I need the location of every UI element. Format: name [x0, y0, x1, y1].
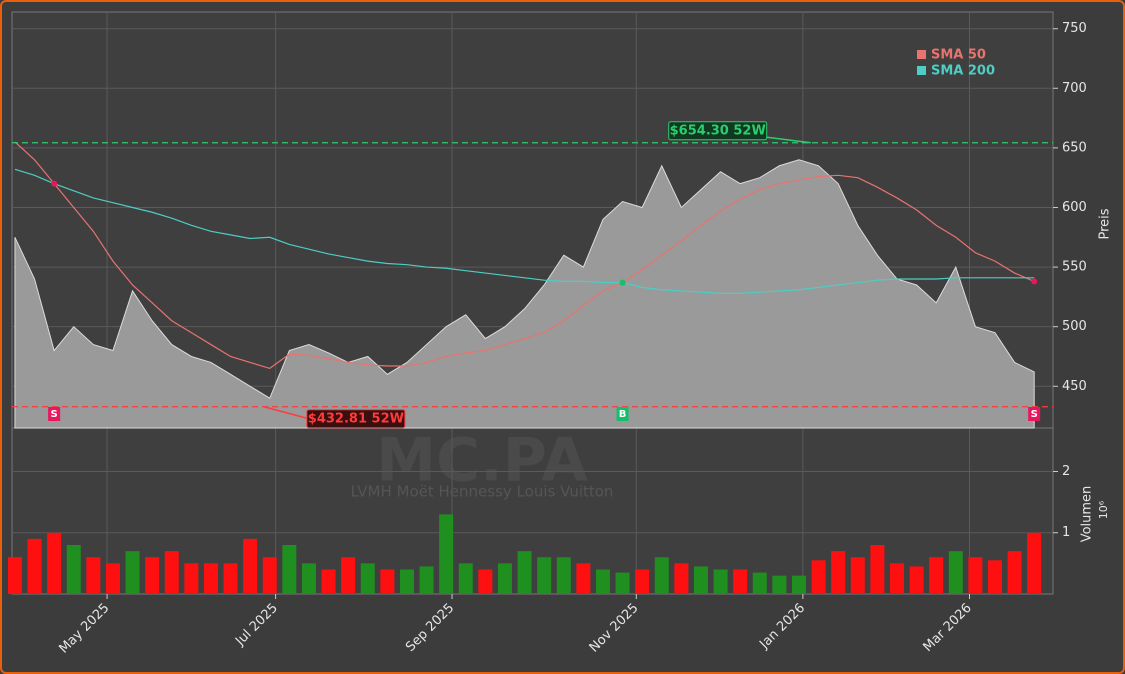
signal-label: S [1031, 409, 1038, 420]
y-axis-unit: 10⁶ [1097, 500, 1110, 519]
volume-bar [654, 557, 669, 594]
volume-bar [380, 569, 395, 594]
signal-label: B [619, 409, 627, 420]
y-tick-label: 750 [1062, 21, 1087, 36]
volume-bar [968, 557, 983, 594]
volume-bar [1007, 551, 1022, 594]
legend-label: SMA 50 [931, 48, 986, 63]
legend-label: SMA 200 [931, 64, 995, 79]
volume-bar [262, 557, 277, 594]
y-axis-label: Volumen [1080, 486, 1095, 543]
watermark: LVMH Moët Hennessy Louis Vuitton [351, 483, 614, 501]
volume-bar [321, 569, 336, 594]
x-tick-label: Jul 2025 [232, 601, 281, 650]
volume-bar [811, 560, 826, 594]
volume-bar [733, 569, 748, 594]
y-tick-label: 550 [1062, 260, 1087, 275]
volume-bar [399, 569, 414, 594]
volume-bar [537, 557, 552, 594]
volume-bar [360, 563, 375, 594]
volume-bar [27, 538, 42, 594]
annotation-box [668, 121, 768, 141]
legend-swatch [917, 50, 926, 59]
legend-swatch [917, 66, 926, 75]
volume-bar [752, 572, 767, 594]
volume-bar [831, 551, 846, 594]
volume-bar [909, 566, 924, 594]
volume-bar [47, 532, 62, 594]
volume-bar [497, 563, 512, 594]
y-tick-label: 700 [1062, 81, 1087, 96]
volume-bar [243, 538, 258, 594]
x-tick-label: Nov 2025 [587, 601, 642, 656]
volume-bar [301, 563, 316, 594]
volume-bar [929, 557, 944, 594]
price-area [14, 159, 1035, 429]
volume-bar [203, 563, 218, 594]
volume-bar [7, 557, 22, 594]
volume-bar [713, 569, 728, 594]
signal-label: S [51, 409, 58, 420]
y-tick-label: 1 [1062, 525, 1070, 540]
volume-bar [478, 569, 493, 594]
volume-bar [987, 560, 1002, 594]
volume-bar [86, 557, 101, 594]
signal-dot [619, 279, 626, 286]
volume-bar [125, 551, 140, 594]
volume-bar [674, 563, 689, 594]
annotation-box [306, 409, 406, 429]
volume-bar [791, 575, 806, 594]
volume-bar [1027, 532, 1042, 594]
volume-bar [870, 544, 885, 594]
sma-line [14, 141, 1035, 370]
signal-box [1028, 407, 1041, 421]
volume-bar [458, 563, 473, 594]
volume-bar [556, 557, 571, 594]
volume-bar [282, 544, 297, 594]
annotation-arrow [263, 406, 310, 420]
volume-bar [66, 544, 81, 594]
volume-bar [576, 563, 591, 594]
volume-bar [419, 566, 434, 594]
annotation-label: $654.30 52W [670, 123, 766, 138]
signal-dot [1031, 278, 1038, 285]
volume-bar [184, 563, 199, 594]
sma-line [14, 168, 1035, 294]
watermark: MC.PA [376, 426, 588, 496]
y-tick-label: 650 [1062, 140, 1087, 155]
volume-bar [615, 572, 630, 594]
volume-bar [164, 551, 179, 594]
volume-bar [105, 563, 120, 594]
signal-dot [51, 180, 58, 187]
y-axis-label: Preis [1098, 208, 1113, 239]
volume-bar [223, 563, 238, 594]
x-tick-label: Jan 2026 [756, 601, 808, 653]
y-tick-label: 500 [1062, 319, 1087, 334]
y-tick-label: 450 [1062, 379, 1087, 394]
volume-bar [595, 569, 610, 594]
signal-box [48, 407, 61, 421]
volume-bar [341, 557, 356, 594]
x-tick-label: May 2025 [56, 601, 112, 657]
volume-bar [439, 514, 454, 594]
x-tick-label: Mar 2026 [921, 601, 975, 655]
x-tick-label: Sep 2025 [403, 601, 457, 655]
y-tick-label: 600 [1062, 200, 1087, 215]
volume-bar [145, 557, 160, 594]
volume-bar [850, 557, 865, 594]
volume-bar [635, 569, 650, 594]
volume-bar [517, 551, 532, 594]
annotation-label: $432.81 52W [308, 411, 404, 426]
volume-bar [889, 563, 904, 594]
volume-bar [772, 575, 787, 594]
volume-bar [693, 566, 708, 594]
volume-bar [948, 551, 963, 594]
y-tick-label: 2 [1062, 464, 1070, 479]
signal-box [616, 407, 629, 421]
